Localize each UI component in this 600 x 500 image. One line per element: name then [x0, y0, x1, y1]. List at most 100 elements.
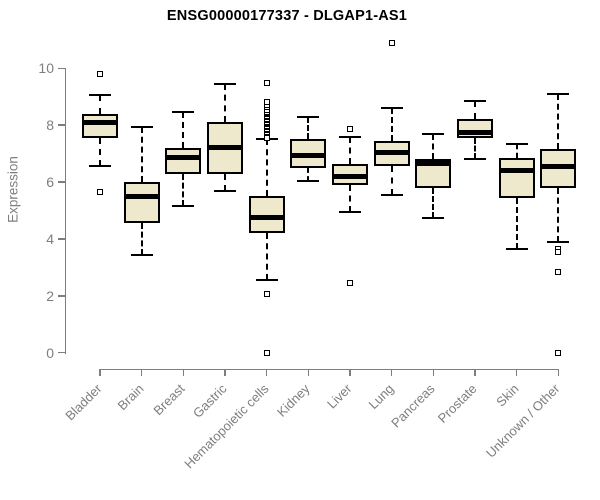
median-line: [498, 168, 535, 174]
lower-whisker-line: [224, 173, 226, 191]
upper-whisker-line: [140, 126, 143, 183]
lower-whisker-cap: [505, 247, 528, 250]
lower-whisker-cap: [297, 179, 320, 182]
outlier-point: [555, 248, 562, 255]
box: [82, 113, 118, 138]
median-line: [165, 155, 202, 161]
y-tick: [57, 238, 65, 240]
upper-whisker-cap: [214, 82, 236, 85]
lower-whisker-cap: [130, 253, 153, 256]
y-tick: [57, 351, 65, 354]
box: [498, 157, 535, 198]
outlier-point: [97, 70, 103, 77]
upper-whisker-cap: [422, 132, 445, 135]
upper-whisker-cap: [339, 135, 362, 138]
upper-whisker-line: [349, 136, 352, 164]
lower-whisker-cap: [214, 189, 236, 192]
outlier-point: [347, 280, 354, 287]
lower-whisker-line: [99, 137, 101, 167]
lower-whisker-line: [557, 187, 560, 242]
median-line: [332, 173, 369, 179]
y-tick-label: 2: [46, 287, 54, 304]
lower-whisker-cap: [89, 165, 111, 168]
upper-whisker-cap: [547, 92, 570, 95]
upper-whisker-cap: [505, 142, 528, 145]
y-tick-label: 8: [46, 117, 54, 134]
y-tick-label: 0: [46, 344, 54, 361]
outlier-point: [555, 268, 562, 275]
box: [123, 182, 160, 224]
outlier-point: [263, 134, 270, 141]
y-tick: [57, 124, 65, 126]
y-axis-line: [64, 68, 66, 354]
outlier-point: [97, 189, 103, 195]
median-line: [123, 193, 160, 199]
y-tick-label: 4: [46, 230, 54, 247]
upper-whisker-line: [182, 112, 185, 148]
y-tick-label: 6: [46, 174, 54, 191]
x-tick: [557, 370, 560, 376]
upper-whisker-line: [515, 143, 518, 158]
lower-whisker-line: [432, 187, 435, 218]
outlier-point: [263, 79, 270, 86]
box: [457, 119, 494, 138]
outlier-point: [263, 349, 270, 356]
x-tick: [474, 370, 476, 376]
median-line: [82, 119, 118, 125]
x-tick: [182, 370, 185, 376]
median-line: [457, 129, 494, 135]
lower-whisker-cap: [172, 205, 195, 208]
upper-whisker-cap: [297, 115, 320, 118]
lower-whisker-cap: [547, 240, 570, 243]
median-line: [207, 145, 243, 151]
x-tick: [349, 370, 351, 376]
lower-whisker-line: [474, 137, 477, 160]
lower-whisker-cap: [464, 158, 487, 161]
outlier-point: [263, 291, 270, 298]
upper-whisker-cap: [464, 100, 487, 102]
x-tick: [265, 370, 268, 376]
lower-whisker-cap: [339, 210, 362, 213]
upper-whisker-line: [307, 116, 310, 140]
box: [165, 147, 202, 174]
upper-whisker-line: [432, 133, 435, 160]
lower-whisker-cap: [380, 193, 403, 196]
lower-whisker-cap: [422, 216, 445, 219]
x-tick: [515, 370, 518, 376]
lower-whisker-line: [140, 223, 143, 255]
y-tick-label: 10: [38, 60, 54, 77]
median-line: [290, 152, 327, 158]
y-tick: [57, 67, 65, 70]
lower-whisker-line: [349, 184, 352, 212]
median-line: [540, 163, 577, 169]
lower-whisker-line: [515, 197, 518, 249]
median-line: [248, 215, 285, 221]
upper-whisker-line: [99, 95, 101, 114]
box: [248, 196, 285, 234]
upper-whisker-line: [390, 108, 393, 141]
x-tick: [307, 370, 310, 376]
upper-whisker-cap: [130, 125, 153, 128]
chart-title: ENSG00000177337 - DLGAP1-AS1: [166, 8, 408, 24]
y-tick: [57, 181, 65, 183]
outlier-point: [388, 39, 395, 46]
lower-whisker-line: [307, 167, 310, 181]
upper-whisker-line: [265, 139, 268, 197]
x-tick: [224, 370, 226, 376]
upper-whisker-line: [474, 101, 477, 120]
lower-whisker-line: [265, 233, 268, 281]
upper-whisker-line: [224, 83, 226, 123]
x-tick: [99, 370, 101, 376]
x-axis-line: [99, 368, 560, 370]
lower-whisker-line: [390, 166, 393, 195]
x-tick: [432, 370, 435, 376]
x-tick: [390, 370, 393, 376]
lower-whisker-line: [182, 173, 185, 207]
outlier-point: [555, 349, 562, 356]
outlier-point: [347, 126, 354, 133]
median-line: [415, 161, 452, 167]
upper-whisker-cap: [172, 111, 195, 114]
upper-whisker-line: [557, 93, 560, 150]
